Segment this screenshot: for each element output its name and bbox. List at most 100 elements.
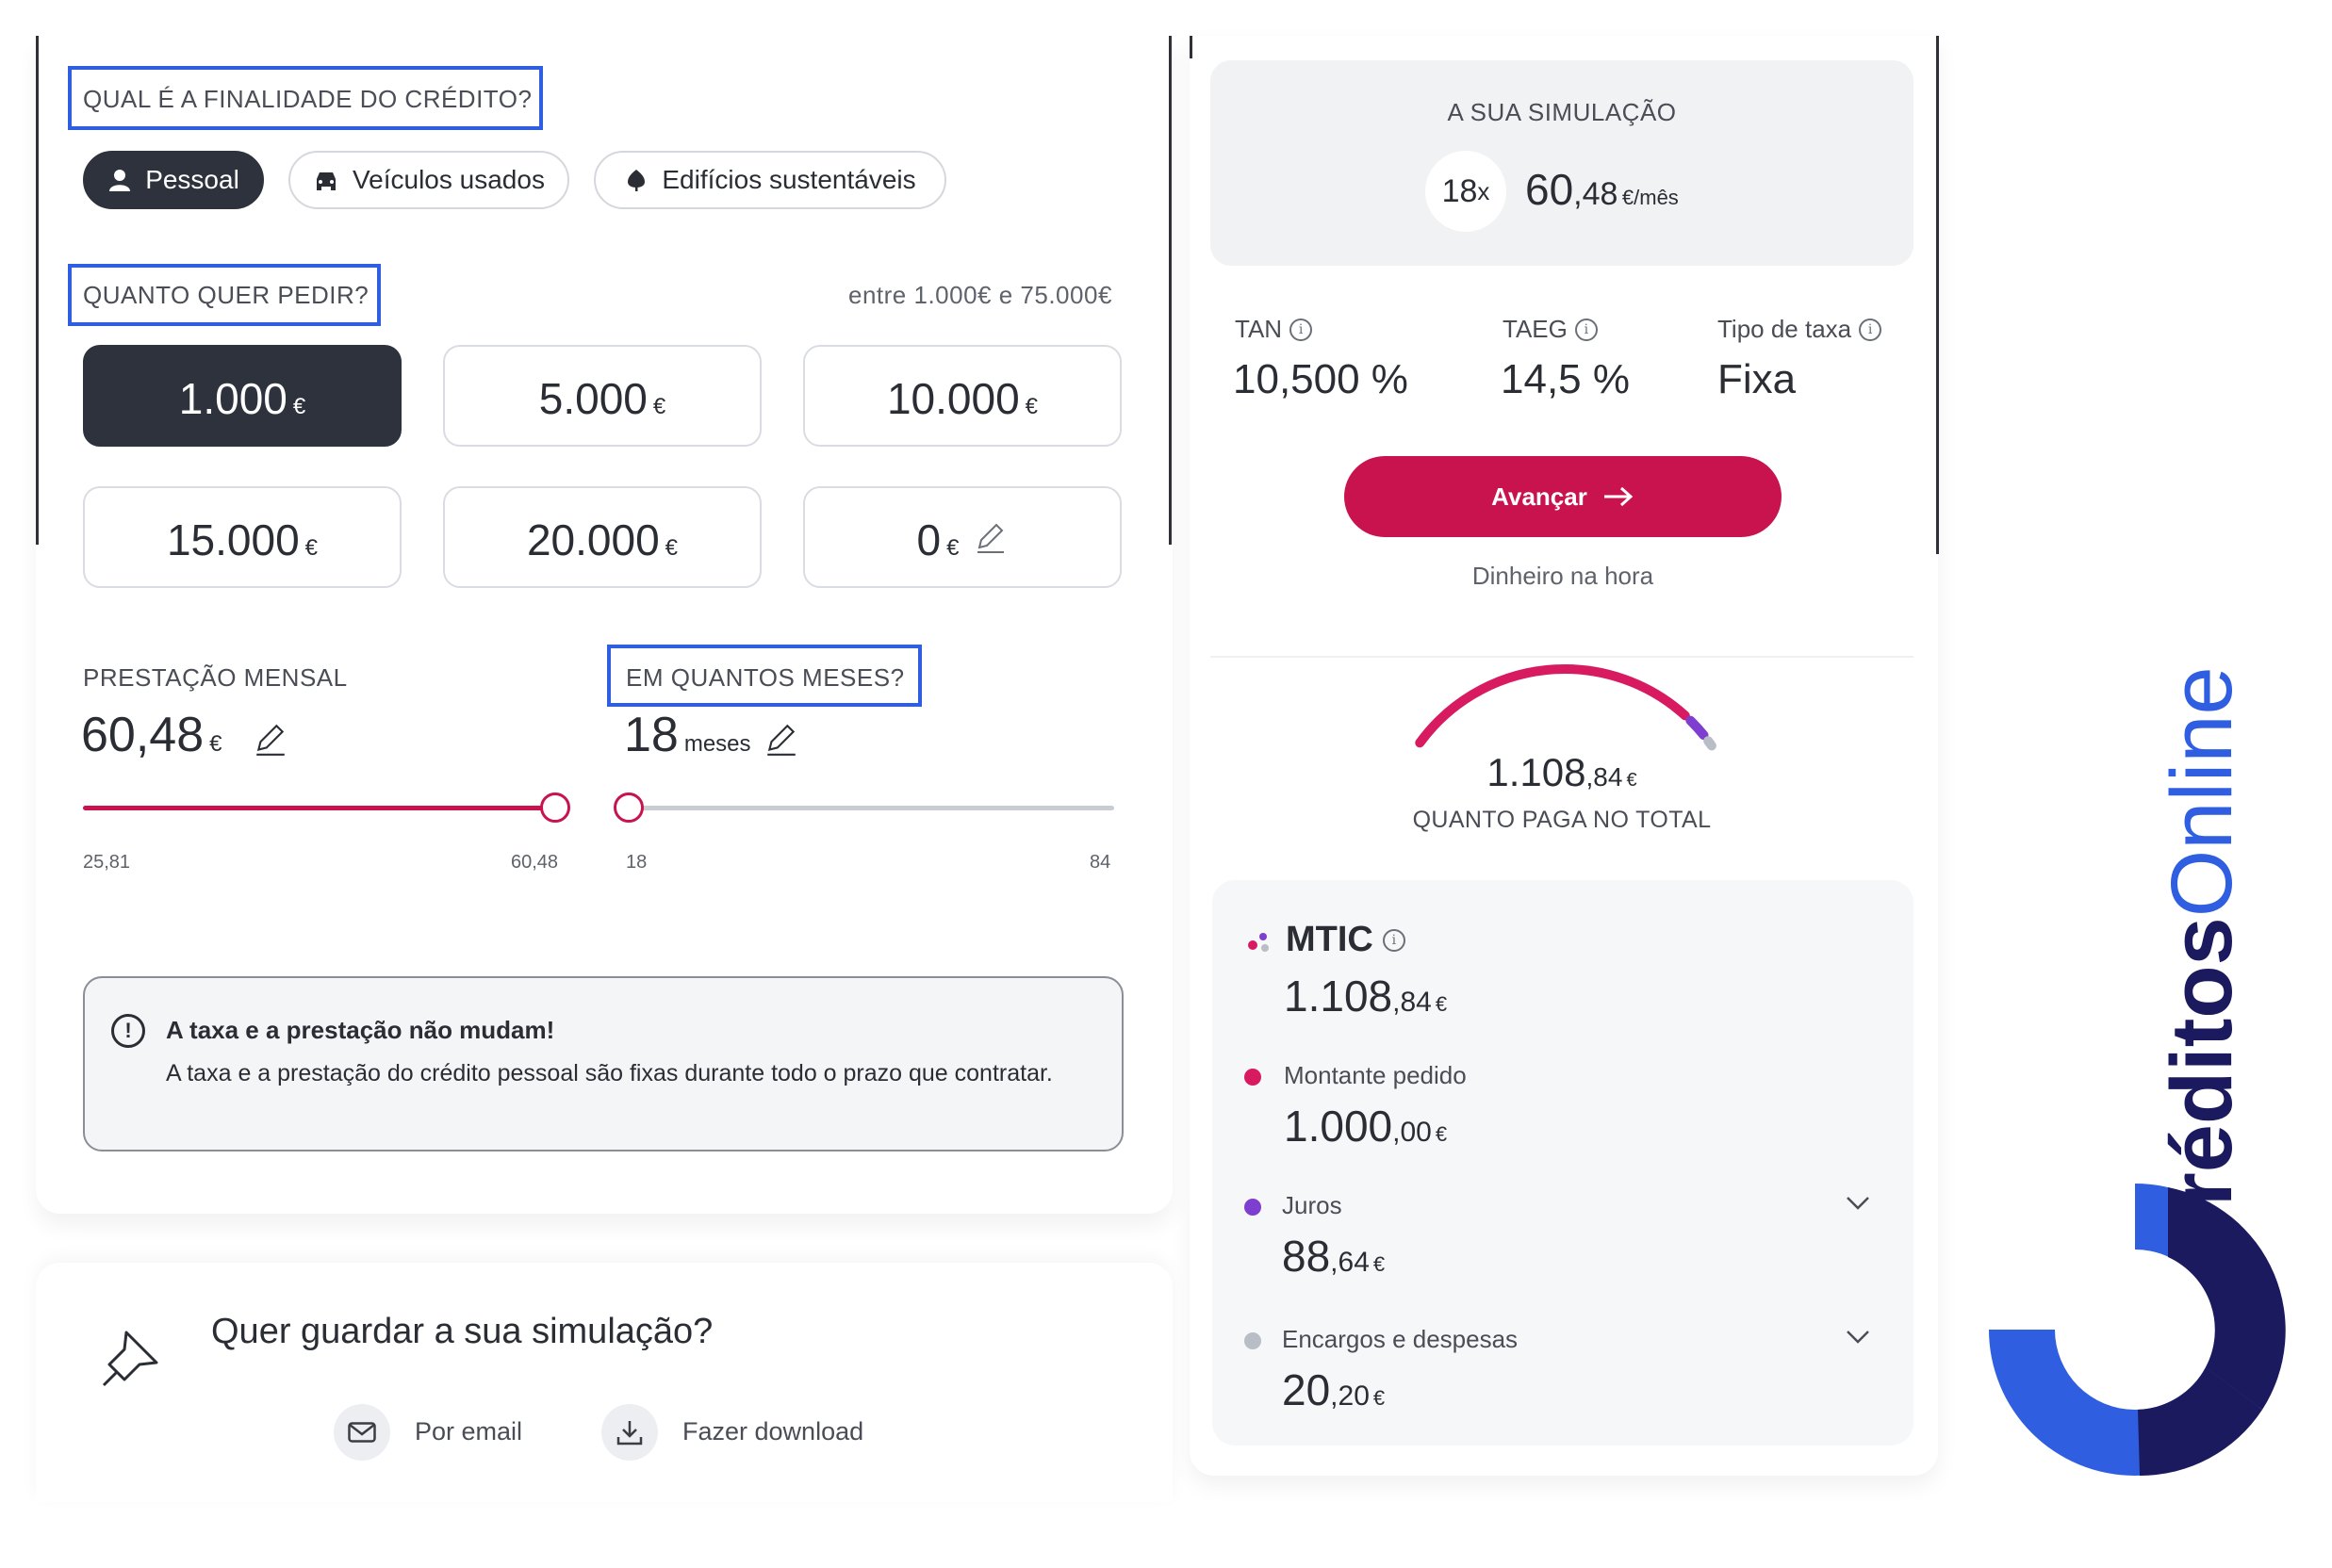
- monthly-value: 60,48 €: [81, 707, 222, 763]
- divider: [1210, 656, 1913, 658]
- email-label[interactable]: Por email: [415, 1417, 523, 1446]
- amount-currency: €: [292, 394, 306, 419]
- info-icon[interactable]: i: [1289, 318, 1313, 341]
- notice-body: A taxa e a prestação do crédito pessoal …: [166, 1060, 1053, 1086]
- amount-option-5000[interactable]: 5.000 €: [443, 345, 762, 447]
- download-icon: [616, 1421, 643, 1446]
- info-notice: ! A taxa e a prestação não mudam! A taxa…: [83, 976, 1124, 1152]
- purpose-option-pessoal[interactable]: Pessoal: [83, 151, 264, 209]
- months-slider-handle[interactable]: [614, 792, 644, 823]
- download-button[interactable]: [601, 1404, 658, 1461]
- amount-value: 10.000: [886, 374, 1020, 423]
- montante-dec: ,00: [1392, 1117, 1432, 1148]
- total-currency: €: [1626, 770, 1637, 791]
- envelope-icon: [348, 1422, 376, 1443]
- encargos-currency: €: [1372, 1386, 1386, 1410]
- mtic-value: 1.108,84 €: [1284, 971, 1447, 1021]
- encargos-dec: ,20: [1330, 1380, 1370, 1412]
- purpose-option-label: Veículos usados: [353, 165, 545, 194]
- encargos-dot: [1244, 1332, 1261, 1349]
- monthly-slider-handle[interactable]: [540, 792, 570, 823]
- amount-currency: €: [652, 394, 666, 419]
- pencil-icon: [977, 523, 1005, 553]
- logo-text-bold: réditos: [2154, 917, 2250, 1206]
- summary-edge-left: [1190, 36, 1192, 58]
- email-button[interactable]: [334, 1404, 390, 1461]
- montante-currency: €: [1435, 1122, 1448, 1146]
- juros-currency: €: [1372, 1252, 1386, 1276]
- amount-option-1000[interactable]: 1.000 €: [83, 345, 402, 447]
- car-icon: [317, 172, 337, 190]
- total-label: QUANTO PAGA NO TOTAL: [1412, 807, 1712, 833]
- taeg-label-text: TAEG: [1503, 315, 1568, 343]
- chevron-down-icon[interactable]: [1846, 1195, 1870, 1212]
- mtic-dec: ,84: [1392, 987, 1432, 1018]
- encargos-int: 20: [1282, 1365, 1331, 1414]
- cost-breakdown: [1212, 880, 1913, 1446]
- monthly-amount: 60,48: [81, 708, 205, 762]
- edit-months-icon[interactable]: [764, 722, 799, 758]
- months-max: 84: [1090, 852, 1111, 873]
- info-icon[interactable]: i: [1859, 318, 1882, 341]
- advance-button-label: Avançar: [1491, 482, 1587, 511]
- taeg-label: TAEG i: [1503, 315, 1598, 344]
- amount-highlight: [68, 264, 381, 326]
- months-badge-number: 18: [1441, 172, 1478, 209]
- simulation-summary: [1210, 60, 1913, 266]
- months-slider-track[interactable]: [626, 806, 1114, 810]
- purpose-label: QUAL É A FINALIDADE DO CRÉDITO?: [83, 85, 533, 113]
- amount-value: 5.000: [538, 374, 648, 423]
- juros-dot: [1244, 1199, 1261, 1216]
- purpose-option-label: Pessoal: [145, 165, 239, 194]
- months-badge-suffix: x: [1477, 176, 1490, 205]
- amount-option-custom[interactable]: 0 €: [803, 486, 1122, 588]
- amount-value: 20.000: [526, 515, 660, 564]
- info-icon[interactable]: i: [1574, 318, 1598, 341]
- amount-option-20000[interactable]: 20.000 €: [443, 486, 762, 588]
- rate-type-value: Fixa: [1717, 356, 1797, 402]
- bookmark-pin-icon: [102, 1331, 158, 1387]
- amount-option-10000[interactable]: 10.000 €: [803, 345, 1122, 447]
- amount-option-15000[interactable]: 15.000 €: [83, 486, 402, 588]
- advance-button[interactable]: Avançar: [1344, 456, 1782, 537]
- purpose-highlight: [68, 66, 543, 130]
- simulation-title: A SUA SIMULAÇÃO: [1447, 98, 1677, 126]
- tan-value: 10,500 %: [1233, 356, 1408, 402]
- save-title: Quer guardar a sua simulação?: [211, 1312, 714, 1351]
- purpose-option-edificios-sustentaveis[interactable]: Edifícios sustentáveis: [594, 151, 946, 209]
- info-icon[interactable]: i: [1382, 928, 1405, 952]
- encargos-label: Encargos e despesas: [1282, 1325, 1519, 1353]
- chevron-down-icon[interactable]: [1846, 1329, 1870, 1346]
- exclamation-icon: !: [111, 1014, 145, 1048]
- card-edge-right: [1169, 36, 1172, 545]
- amount-range-text: entre 1.000€ e 75.000€: [848, 281, 1112, 309]
- gauge-arc-encargos: [1703, 736, 1716, 751]
- mtic-label-text: MTIC: [1286, 920, 1373, 959]
- rate-type-label: Tipo de taxa i: [1717, 315, 1882, 344]
- logo-wordmark: réditosOnline: [2154, 666, 2250, 1206]
- arrow-right-icon: [1603, 486, 1634, 507]
- purpose-option-veiculos-usados[interactable]: Veículos usados: [288, 151, 569, 209]
- edit-monthly-icon[interactable]: [253, 722, 288, 758]
- monthly-currency: €: [209, 731, 222, 757]
- tan-label-text: TAN: [1235, 315, 1283, 343]
- months-value: 18 meses: [624, 707, 751, 763]
- total-amount: 1.108,84 €: [1210, 750, 1913, 795]
- amount-value: 15.000: [166, 515, 300, 564]
- gauge-arc-juros: [1685, 715, 1709, 741]
- download-label[interactable]: Fazer download: [682, 1417, 864, 1446]
- person-icon: [109, 170, 131, 191]
- monthly-slider-track[interactable]: [83, 806, 552, 810]
- months-unit: meses: [683, 731, 751, 757]
- mtic-label: MTIC i: [1286, 920, 1405, 960]
- logo-text-light: Online: [2154, 666, 2250, 918]
- months-label: EM QUANTOS MESES?: [626, 663, 905, 692]
- sim-monthly-unit: €/mês: [1621, 186, 1679, 209]
- tan-label: TAN i: [1235, 315, 1313, 344]
- leaf-icon: [628, 170, 646, 191]
- montante-int: 1.000: [1284, 1102, 1393, 1151]
- juros-dec: ,64: [1330, 1247, 1370, 1278]
- monthly-label: PRESTAÇÃO MENSAL: [83, 663, 348, 692]
- card-edge-left: [36, 36, 39, 545]
- montante-label: Montante pedido: [1284, 1061, 1467, 1089]
